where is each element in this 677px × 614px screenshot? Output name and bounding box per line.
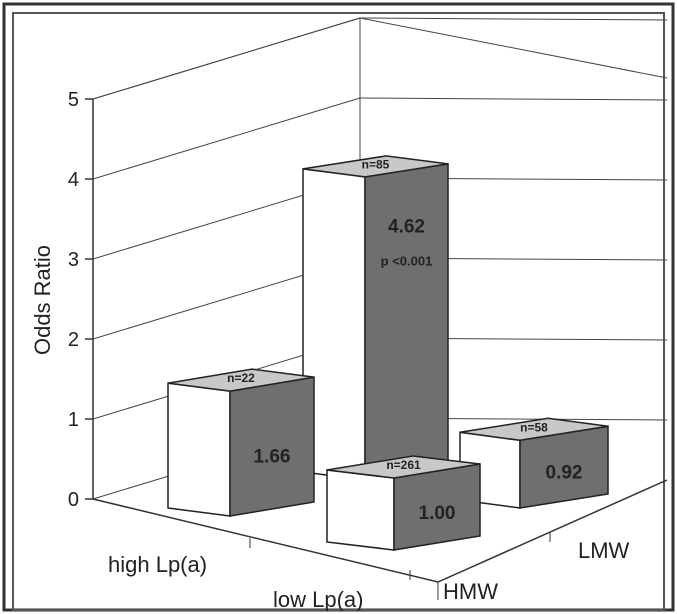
p-label-1: p <0.001 <box>381 253 433 268</box>
bar-2: n=261 1.00 <box>326 455 481 551</box>
y-axis-title: Odds Ratio <box>30 245 55 355</box>
back-wall-top-edge <box>359 17 668 79</box>
n-label-0: n=22 <box>227 371 255 385</box>
value-label-3: 0.92 <box>546 463 583 484</box>
depth-label-lmw: LMW <box>578 538 630 563</box>
row-label-high-lpa: high Lp(a) <box>108 552 207 577</box>
row-label-low-lpa: low Lp(a) <box>273 587 363 612</box>
value-label-0: 1.66 <box>254 447 291 468</box>
bar-3: n=58 0.92 <box>459 417 609 509</box>
n-label-3: n=58 <box>520 420 548 434</box>
inner-frame <box>12 12 665 611</box>
y-tick-label-5: 5 <box>68 89 79 111</box>
gridline-back-4 <box>359 97 668 101</box>
y-tick-label-0: 0 <box>68 489 79 511</box>
left-wall-top-edge <box>92 17 361 100</box>
n-label-1: n=85 <box>362 157 390 171</box>
bar-1: n=85 4.62 p <0.001 <box>302 155 449 481</box>
depth-label-hmw: HMW <box>443 579 498 604</box>
y-tick-label-3: 3 <box>68 249 79 271</box>
bar-side-1 <box>364 163 449 481</box>
axis-layer: 0 1 2 3 4 5 <box>68 89 668 600</box>
gridline-back-5 <box>359 17 668 21</box>
bar-top-2 <box>326 455 481 479</box>
bar-top-0 <box>167 368 315 392</box>
bar-top-3 <box>459 417 609 442</box>
value-label-1: 4.62 <box>388 216 425 237</box>
value-label-2: 1.00 <box>419 503 456 524</box>
y-tick-label-1: 1 <box>68 409 79 431</box>
bar-top-1 <box>302 155 449 178</box>
bar-layer: n=85 4.62 p <0.001 n=58 0.92 n=22 1.66 n=261 1.0… <box>167 155 609 551</box>
bar-0: n=22 1.66 <box>167 368 315 517</box>
bar-front-0 <box>167 382 231 517</box>
y-tick-label-4: 4 <box>68 169 79 191</box>
gridline-left-4 <box>92 97 361 180</box>
y-tick-label-2: 2 <box>68 329 79 351</box>
n-label-2: n=261 <box>386 458 421 472</box>
bar-front-2 <box>326 469 395 551</box>
